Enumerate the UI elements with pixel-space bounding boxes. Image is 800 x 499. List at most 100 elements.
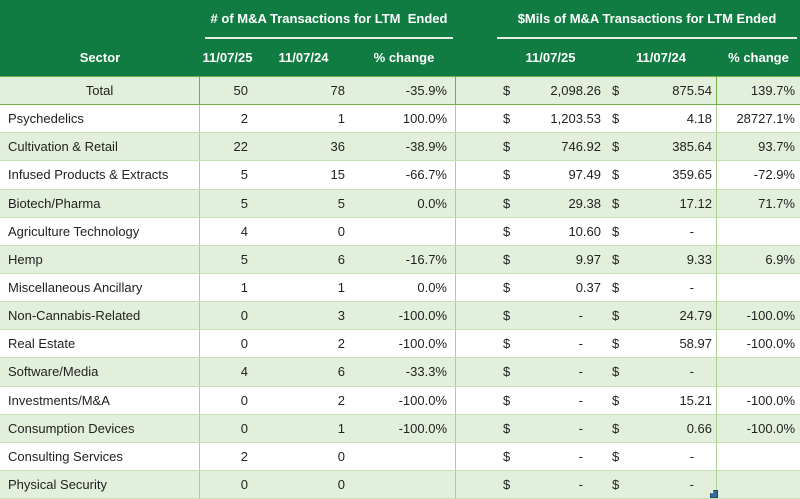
cell-amount-prior[interactable]: $ -	[605, 358, 717, 386]
cell-amount-pct-change[interactable]: 6.9%	[765, 251, 795, 267]
cell-amount-current[interactable]: $29.38	[496, 190, 605, 217]
cell-count-pct-change[interactable]: -100.0%	[352, 330, 456, 358]
cell-amount-current[interactable]: $2,098.26	[496, 77, 605, 104]
cell-amount-pct-change[interactable]: -100.0%	[746, 308, 795, 324]
cell-count-prior[interactable]: 2	[337, 392, 345, 408]
cell-count-prior[interactable]: 1	[337, 420, 345, 436]
cell-amount-current[interactable]: $0.37	[496, 274, 605, 301]
cell-amount-prior[interactable]: $ -	[605, 442, 717, 470]
cell-spacer[interactable]	[456, 415, 496, 442]
cell-count-current[interactable]: 2	[240, 448, 248, 464]
cell-sector[interactable]: Agriculture Technology	[0, 217, 200, 245]
cell-amount-prior[interactable]: $15.21	[605, 386, 717, 414]
cell-count-prior[interactable]: 0	[337, 477, 345, 493]
cell-count-pct-change[interactable]: -100.0%	[352, 386, 456, 414]
cell-amount-pct-change[interactable]: 93.7%	[758, 139, 795, 155]
cell-amount-pct-change[interactable]	[717, 358, 800, 385]
cell-count-current[interactable]: 0	[240, 336, 248, 352]
cell-amount-current[interactable]: $ -	[496, 415, 605, 442]
cell-sector[interactable]: Infused Products & Extracts	[0, 161, 200, 189]
cell-spacer[interactable]	[456, 218, 496, 245]
cell-amount-pct-change[interactable]	[717, 218, 800, 245]
cell-amount-prior[interactable]: $0.66	[605, 414, 717, 442]
cell-amount-prior[interactable]: $359.65	[605, 161, 717, 189]
cell-amount-current[interactable]: $746.92	[496, 133, 605, 160]
cell-amount-current[interactable]: $10.60	[496, 218, 605, 245]
cell-spacer[interactable]	[456, 161, 496, 188]
cell-spacer[interactable]	[456, 190, 496, 217]
cell-amount-prior[interactable]: $17.12	[605, 189, 717, 217]
cell-amount-pct-change[interactable]	[717, 443, 800, 470]
cell-spacer[interactable]	[456, 443, 496, 470]
cell-amount-prior[interactable]: $385.64	[605, 133, 717, 161]
cell-spacer[interactable]	[456, 133, 496, 160]
cell-count-pct-change[interactable]: -16.7%	[352, 245, 456, 273]
cell-count-pct-change[interactable]: 100.0%	[352, 105, 456, 133]
cell-count-current[interactable]: 5	[240, 167, 248, 183]
cell-spacer[interactable]	[456, 471, 496, 498]
cell-count-current[interactable]: 0	[240, 420, 248, 436]
cell-spacer[interactable]	[456, 302, 496, 329]
cell-count-prior[interactable]: 0	[337, 223, 345, 239]
cell-spacer[interactable]	[456, 246, 496, 273]
cell-amount-pct-change[interactable]: -100.0%	[746, 392, 795, 408]
cell-count-prior[interactable]: 5	[337, 195, 345, 211]
cell-count-prior[interactable]: 2	[337, 336, 345, 352]
cell-sector[interactable]: Real Estate	[0, 330, 200, 358]
cell-count-current[interactable]: 0	[240, 308, 248, 324]
cell-sector[interactable]: Software/Media	[0, 358, 200, 386]
cell-spacer[interactable]	[456, 358, 496, 385]
cell-count-current[interactable]: 1	[240, 280, 248, 296]
cell-spacer[interactable]	[456, 105, 496, 132]
cell-sector[interactable]: Consumption Devices	[0, 414, 200, 442]
cell-amount-pct-change[interactable]: 139.7%	[750, 83, 795, 99]
cell-amount-current[interactable]: $1,203.53	[496, 105, 605, 132]
cell-amount-prior[interactable]: $ -	[605, 273, 717, 302]
cell-sector[interactable]: Hemp	[0, 245, 200, 273]
cell-count-pct-change[interactable]	[352, 217, 456, 245]
cell-spacer[interactable]	[456, 387, 496, 414]
cell-sector[interactable]: Consulting Services	[0, 442, 200, 470]
cell-amount-prior[interactable]: $ -	[605, 470, 717, 499]
cell-count-pct-change[interactable]: 0.0%	[352, 189, 456, 217]
cell-spacer[interactable]	[456, 274, 496, 301]
excel-fill-handle[interactable]	[710, 490, 718, 498]
cell-count-pct-change[interactable]: -100.0%	[352, 414, 456, 442]
cell-amount-prior[interactable]: $24.79	[605, 302, 717, 330]
cell-count-current[interactable]: 5	[240, 251, 248, 267]
cell-amount-prior[interactable]: $875.54	[605, 77, 717, 105]
cell-amount-pct-change[interactable]	[717, 274, 800, 301]
cell-spacer[interactable]	[456, 330, 496, 357]
cell-sector[interactable]: Cultivation & Retail	[0, 133, 200, 161]
cell-count-prior[interactable]: 1	[337, 280, 345, 296]
cell-count-prior[interactable]: 15	[330, 167, 345, 183]
cell-amount-current[interactable]: $97.49	[496, 161, 605, 188]
cell-count-prior[interactable]: 0	[337, 448, 345, 464]
cell-amount-prior[interactable]: $9.33	[605, 245, 717, 273]
cell-count-pct-change[interactable]: -38.9%	[352, 133, 456, 161]
cell-count-prior[interactable]: 3	[337, 308, 345, 324]
cell-count-pct-change[interactable]: -100.0%	[352, 302, 456, 330]
cell-amount-pct-change[interactable]: -100.0%	[746, 336, 795, 352]
cell-amount-prior[interactable]: $ -	[605, 217, 717, 245]
cell-amount-pct-change[interactable]: -72.9%	[753, 167, 795, 183]
cell-amount-pct-change[interactable]: 28727.1%	[736, 111, 795, 127]
cell-amount-current[interactable]: $ -	[496, 330, 605, 357]
cell-count-pct-change[interactable]	[352, 442, 456, 470]
cell-count-current[interactable]: 4	[240, 223, 248, 239]
cell-amount-current[interactable]: $ -	[496, 443, 605, 470]
cell-count-current[interactable]: 0	[240, 477, 248, 493]
cell-amount-current[interactable]: $ -	[496, 471, 605, 498]
cell-sector[interactable]: Miscellaneous Ancillary	[0, 273, 200, 302]
cell-amount-current[interactable]: $ -	[496, 387, 605, 414]
cell-count-pct-change[interactable]: -33.3%	[352, 358, 456, 386]
cell-count-prior[interactable]: 1	[337, 111, 345, 127]
cell-count-pct-change[interactable]: 0.0%	[352, 273, 456, 302]
cell-spacer[interactable]	[456, 77, 496, 104]
cell-amount-pct-change[interactable]: -100.0%	[746, 420, 795, 436]
cell-count-current[interactable]: 0	[240, 392, 248, 408]
cell-count-prior[interactable]: 78	[330, 83, 345, 99]
cell-amount-prior[interactable]: $4.18	[605, 105, 717, 133]
cell-count-current[interactable]: 50	[233, 83, 248, 99]
cell-count-current[interactable]: 2	[240, 111, 248, 127]
